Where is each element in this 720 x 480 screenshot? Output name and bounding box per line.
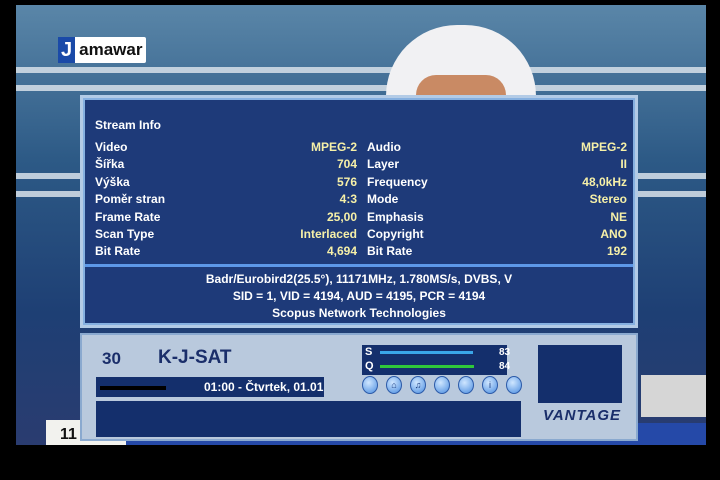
video-value: 4:3 <box>339 192 357 207</box>
video-row: Bit Rate 4,694 <box>95 244 357 261</box>
divider <box>85 264 633 267</box>
video-value: MPEG-2 <box>310 140 357 154</box>
event-description <box>96 401 521 437</box>
brand-logo: VANTAGE <box>542 407 622 424</box>
video-row: Poměr stran 4:3 <box>95 192 357 209</box>
signal-meter: S 83 Q 84 <box>362 345 511 375</box>
stream-info-panel: Stream Info Video MPEG-2 Šířka 704 Výška 576 P… <box>80 95 638 328</box>
video-row: Frame Rate 25,00 <box>95 210 357 227</box>
audio-value: 192 <box>606 244 627 259</box>
video-row: Výška 576 <box>95 175 357 192</box>
video-label: Scan Type <box>95 227 155 241</box>
video-value: 25,00 <box>326 209 357 224</box>
audio-label: Bit Rate <box>367 244 413 259</box>
channel-info-bar: 30 K-J-SAT 01:00 - Čtvrtek, 01.01 S 83 Q… <box>80 333 638 441</box>
signal-value: 83 <box>499 347 511 358</box>
audio-label: Layer <box>367 157 400 172</box>
audio-value: MPEG-2 <box>580 140 627 154</box>
scrambled-icon <box>458 376 474 394</box>
quality-value: 84 <box>499 361 511 372</box>
audio-row: Copyright ANO <box>367 227 627 244</box>
video-row: Scan Type Interlaced <box>95 227 357 244</box>
pid-info: SID = 1, VID = 4194, AUD = 4195, PCR = 4… <box>232 289 486 303</box>
video-label: Video <box>95 140 128 154</box>
video-value: 704 <box>336 157 357 172</box>
video-label: Frame Rate <box>95 209 161 224</box>
subtitle-icon <box>362 376 378 394</box>
pip-preview <box>538 345 622 403</box>
lock-icon: ⌂ <box>386 376 402 394</box>
audio-value: Stereo <box>589 192 627 207</box>
audio-label: Emphasis <box>367 209 424 224</box>
audio-row: Emphasis NE <box>367 210 627 227</box>
video-value: 576 <box>336 174 357 189</box>
video-label: Bit Rate <box>95 244 141 259</box>
audio-row: Bit Rate 192 <box>367 244 627 261</box>
quality-bar <box>380 365 475 368</box>
quality-label: Q <box>365 360 374 372</box>
audio-label: Copyright <box>367 227 424 241</box>
audio-row: Frequency 48,0kHz <box>367 175 627 192</box>
transponder-info: Badr/Eurobird2(25.5°), 11171MHz, 1.780MS… <box>205 272 513 286</box>
video-row: Šířka 704 <box>95 157 357 174</box>
video-row: Video MPEG-2 <box>95 140 357 157</box>
signal-bar <box>380 351 473 354</box>
audio-value: NE <box>610 209 627 224</box>
audio-value: ANO <box>600 227 627 241</box>
provider-name: Scopus Network Technologies <box>272 306 446 320</box>
epg-icon <box>506 376 522 394</box>
video-value: Interlaced <box>300 227 357 241</box>
video-label: Výška <box>95 174 130 189</box>
audio-value: II <box>620 157 627 172</box>
time-date-text: 01:00 - Čtvrtek, 01.01 <box>204 380 324 394</box>
video-label: Šířka <box>95 157 125 172</box>
music-icon: ♫ <box>410 376 426 394</box>
teletext-icon <box>434 376 450 394</box>
video-label: Poměr stran <box>95 192 166 207</box>
audio-row: Layer II <box>367 157 627 174</box>
panel-title: Stream Info <box>95 118 162 132</box>
video-value: 4,694 <box>326 244 357 259</box>
audio-row: Mode Stereo <box>367 192 627 209</box>
audio-label: Frequency <box>367 174 428 189</box>
event-progress-bar <box>100 386 166 390</box>
time-date: 01:00 - Čtvrtek, 01.01 <box>96 377 324 397</box>
channel-name: K-J-SAT <box>158 347 232 368</box>
signal-label: S <box>365 346 373 358</box>
info-icon: i <box>482 376 498 394</box>
channel-number: 30 <box>102 349 121 368</box>
audio-label: Audio <box>367 140 401 154</box>
audio-row: Audio MPEG-2 <box>367 140 627 157</box>
audio-value: 48,0kHz <box>582 174 627 189</box>
audio-label: Mode <box>367 192 399 207</box>
